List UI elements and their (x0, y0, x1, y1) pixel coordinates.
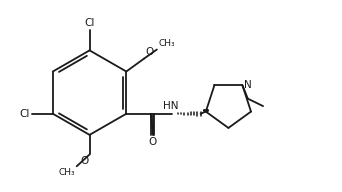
Text: CH₃: CH₃ (59, 168, 75, 177)
Text: O: O (80, 156, 88, 166)
Text: N: N (245, 80, 252, 90)
Text: HN: HN (163, 101, 178, 111)
Text: O: O (145, 47, 154, 57)
Text: Cl: Cl (20, 109, 30, 119)
Text: CH₃: CH₃ (158, 39, 175, 48)
Text: O: O (148, 137, 156, 147)
Text: Cl: Cl (84, 18, 95, 28)
